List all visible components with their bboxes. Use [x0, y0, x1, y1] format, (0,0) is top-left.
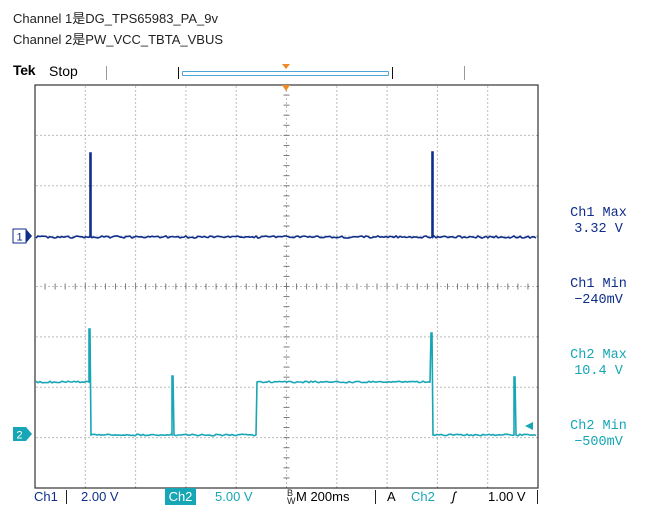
ch2-scale[interactable]: 5.00 V: [215, 489, 253, 504]
ch1-label[interactable]: Ch1: [34, 489, 58, 504]
measurement-name: Ch2 Min: [556, 419, 641, 435]
ch2-marker-label: 2: [16, 430, 22, 442]
ch1-ground-marker[interactable]: 1: [13, 229, 32, 244]
measurement-value: 10.4 V: [556, 364, 641, 380]
measurement-value: −500mV: [556, 435, 641, 451]
status-bar: Ch1 2.00 V Ch2 5.00 V BW M 200ms A Ch2 ʃ…: [0, 488, 647, 506]
measurement-ch1-max: Ch1 Max 3.32 V: [556, 206, 641, 238]
measurement-name: Ch2 Max: [556, 348, 641, 364]
measurement-ch2-min: Ch2 Min −500mV: [556, 419, 641, 451]
ch2-label[interactable]: Ch2: [165, 488, 196, 505]
trigger-source[interactable]: Ch2: [411, 489, 435, 504]
trigger-slope-icon[interactable]: ʃ: [452, 489, 456, 504]
measurement-ch2-max: Ch2 Max 10.4 V: [556, 348, 641, 380]
bw-flag-bottom: W: [287, 496, 296, 506]
timebase[interactable]: M 200ms: [296, 489, 349, 504]
trigger-level-icon[interactable]: [525, 422, 533, 430]
divider: [375, 490, 376, 504]
measurement-ch1-min: Ch1 Min −240mV: [556, 277, 641, 309]
measurement-name: Ch1 Max: [556, 206, 641, 222]
measurement-value: 3.32 V: [556, 222, 641, 238]
ch1-scale[interactable]: 2.00 V: [81, 489, 119, 504]
ch1-marker-label: 1: [16, 232, 22, 244]
trigger-mode[interactable]: A: [387, 489, 396, 504]
trigger-level[interactable]: 1.00 V: [488, 489, 526, 504]
measurement-name: Ch1 Min: [556, 277, 641, 293]
ch2-trace: [36, 329, 536, 436]
trigger-time-icon: [282, 85, 290, 91]
divider: [66, 490, 67, 504]
divider: [537, 490, 538, 504]
ch2-ground-marker[interactable]: 2: [13, 427, 32, 442]
bandwidth-limit-flag: BW: [287, 489, 296, 505]
graticule: [35, 85, 538, 488]
measurement-value: −240mV: [556, 293, 641, 309]
